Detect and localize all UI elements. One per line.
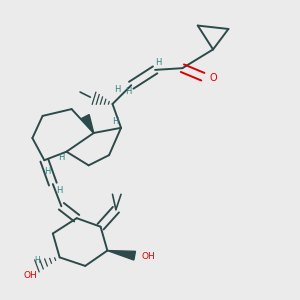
Text: H: H	[34, 256, 40, 265]
Text: H: H	[56, 186, 62, 195]
Text: H: H	[112, 117, 119, 126]
Text: H: H	[125, 86, 131, 95]
Text: H: H	[114, 85, 121, 94]
Text: OH: OH	[142, 252, 156, 261]
Text: H: H	[58, 153, 64, 162]
Text: H: H	[44, 167, 51, 176]
Polygon shape	[81, 115, 94, 133]
Text: OH: OH	[24, 271, 38, 280]
Text: O: O	[209, 74, 217, 83]
Text: H: H	[155, 58, 161, 67]
Polygon shape	[107, 250, 136, 260]
